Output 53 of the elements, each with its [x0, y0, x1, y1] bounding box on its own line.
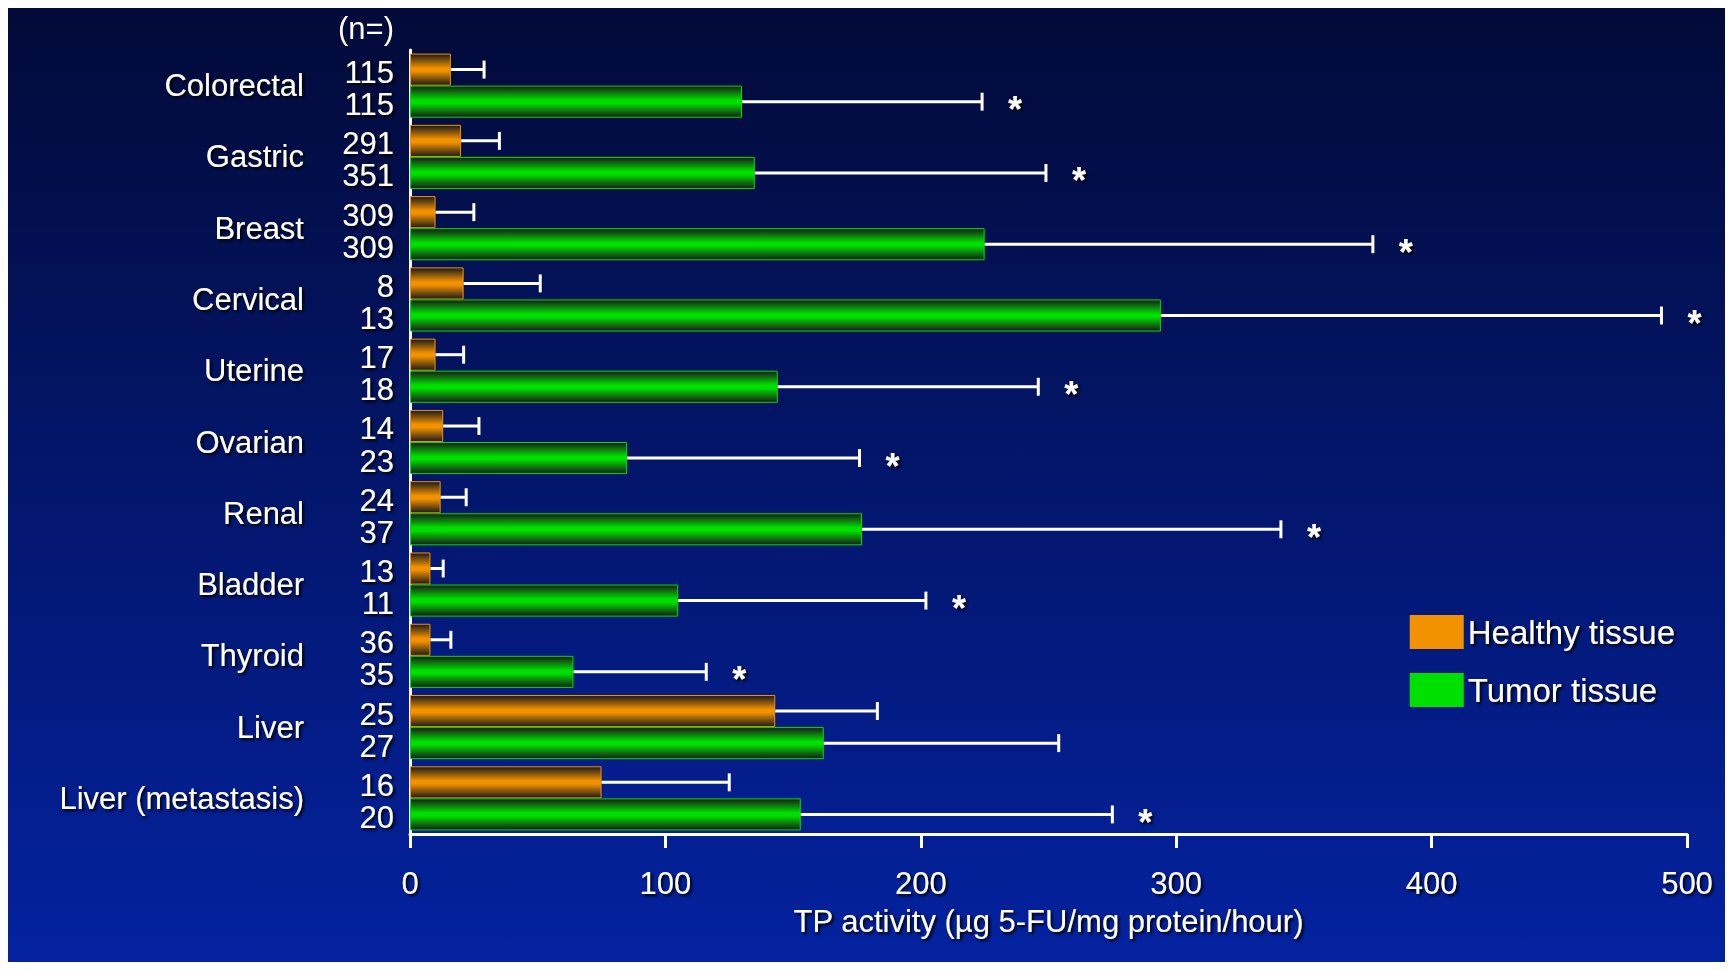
bar — [410, 695, 776, 728]
y-tick-label: Liver (metastasis) — [59, 780, 304, 816]
bar — [410, 766, 602, 799]
y-tick-label: Renal — [223, 495, 304, 531]
bar — [410, 409, 444, 442]
y-tick-label: Bladder — [197, 567, 304, 603]
bar — [410, 53, 451, 86]
x-tick-label: 400 — [1405, 866, 1458, 901]
annotation: * — [732, 659, 747, 701]
bar — [410, 727, 824, 760]
annotation: * — [885, 445, 900, 487]
bar — [410, 228, 985, 261]
x-tick-label: 0 — [401, 866, 419, 901]
y-tick-label: Colorectal — [164, 68, 304, 104]
bar — [410, 124, 462, 157]
annotation: * — [1064, 374, 1079, 416]
bar — [410, 442, 628, 475]
bar — [410, 338, 436, 371]
annotation: * — [951, 588, 966, 630]
x-tick-label: 200 — [894, 866, 947, 901]
bar — [410, 584, 679, 617]
text: (n=) — [338, 11, 394, 46]
bar — [410, 655, 574, 688]
y-tick-label: Breast — [214, 210, 305, 246]
bar — [410, 552, 431, 585]
y-tick-label: Thyroid — [200, 638, 304, 674]
y-tick-label: Ovarian — [195, 424, 304, 460]
y-tick-label: Gastric — [205, 139, 304, 175]
bar — [410, 299, 1161, 332]
x-tick-label: 500 — [1661, 866, 1713, 901]
bar — [410, 156, 755, 189]
bar — [410, 196, 436, 229]
annotation: * — [1398, 231, 1413, 273]
annotation: * — [1306, 516, 1321, 558]
x-tick-label: 300 — [1150, 866, 1203, 901]
bar — [410, 798, 801, 831]
annotation: * — [1071, 160, 1086, 202]
bar — [410, 481, 441, 514]
legend-label: Tumor tissue — [1467, 671, 1658, 709]
x-axis-title: TP activity (µg 5-FU/mg protein/hour) — [793, 904, 1304, 939]
text: * — [1687, 302, 1702, 344]
bar — [410, 85, 743, 118]
y-tick-label: Cervical — [192, 281, 304, 317]
annotation: * — [1008, 89, 1023, 131]
bar — [410, 623, 431, 656]
y-tick-label: Liver — [236, 709, 304, 745]
bar — [410, 267, 464, 300]
y-tick-label: Uterine — [204, 353, 304, 389]
legend-label: Healthy tissue — [1467, 613, 1675, 651]
x-tick-label: 100 — [639, 866, 692, 901]
annotation: * — [1138, 801, 1153, 843]
bar — [410, 370, 778, 403]
bar — [410, 513, 863, 546]
